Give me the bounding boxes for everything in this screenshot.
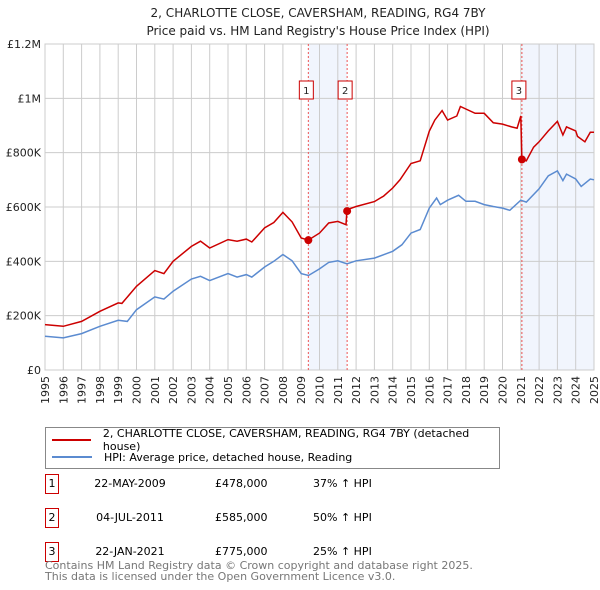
x-tick-label: 2019 [478,376,491,404]
x-tick-label: 2013 [368,376,381,404]
sale-price: £775,000 [215,545,268,558]
x-tick-label: 2022 [533,376,546,404]
sale-price: £478,000 [215,477,268,490]
x-tick-label: 2003 [185,376,198,404]
sale-label: 3 [516,86,522,97]
x-tick-label: 2010 [314,376,327,404]
sale-label-box [298,80,314,100]
x-tick-label: 1998 [94,376,107,404]
footer: Contains HM Land Registry data © Crown c… [45,560,473,582]
legend-label: HPI: Average price, detached house, Read… [104,450,353,464]
plot-frame [44,43,595,371]
x-tick-label: 2007 [259,376,272,404]
sale-date: 22-JAN-2021 [95,545,165,558]
x-tick-label: 1999 [112,376,125,404]
x-tick-label: 2009 [295,376,308,404]
price-chart: 2, CHARLOTTE CLOSE, CAVERSHAM, READING, … [6,6,600,404]
sale-point [343,207,352,216]
sale-point [304,236,313,245]
property-series-line [44,105,594,328]
y-tick-label: £1.2M [7,38,41,51]
sale-price: £585,000 [215,511,268,524]
x-tick-label: 2024 [570,376,583,404]
legend-label: 2, CHARLOTTE CLOSE, CAVERSHAM, READING, … [102,427,470,453]
sale-label: 1 [303,86,309,97]
x-tick-label: 1995 [39,376,52,404]
x-tick-label: 1997 [76,376,89,404]
y-tick-label: £0 [27,364,41,377]
sale-point [517,155,526,164]
sale-label-box [337,80,353,100]
footer-copyright: Contains HM Land Registry data © Crown c… [45,559,473,572]
x-tick-label: 2015 [405,376,418,404]
legend-item-hpi: HPI: Average price, detached house, Read… [46,449,352,465]
sale-date: 22-MAY-2009 [94,477,166,490]
legend-item-property: 2, CHARLOTTE CLOSE, CAVERSHAM, READING, … [46,427,499,453]
x-tick-label: 2012 [350,376,363,404]
y-tick-label: £400K [6,255,42,268]
x-tick-label: 2016 [423,376,436,404]
sale-label: 2 [342,86,348,97]
x-tick-label: 2020 [497,376,510,404]
x-tick-label: 2002 [167,376,180,404]
chart-subtitle: Price paid vs. HM Land Registry's House … [146,24,489,38]
legend-blue-line [52,456,92,458]
x-tick-label: 2017 [442,376,455,404]
sale-number-badge: 2 [45,508,59,528]
x-tick-label: 2001 [149,376,162,404]
legend: 2, CHARLOTTE CLOSE, CAVERSHAM, READING, … [45,427,500,469]
footer-licence: This data is licensed under the Open Gov… [45,570,396,583]
sale-hpi: 37% ↑ HPI [313,477,372,490]
x-tick-label: 1996 [57,376,70,404]
x-tick-label: 2008 [277,376,290,404]
x-tick-label: 2011 [332,376,345,404]
chart-title: 2, CHARLOTTE CLOSE, CAVERSHAM, READING, … [151,6,487,20]
x-tick-label: 2005 [222,376,235,404]
table-row: 2 04-JUL-2011 £585,000 50% ↑ HPI [45,508,445,528]
sale-number-badge: 1 [45,474,59,494]
x-tick-label: 2004 [204,376,217,404]
x-tick-label: 2023 [551,376,564,404]
x-tick-label: 2018 [460,376,473,404]
hpi-series-line [44,169,595,339]
sale-hpi: 25% ↑ HPI [313,545,372,558]
sale-date: 04-JUL-2011 [96,511,164,524]
table-row: 1 22-MAY-2009 £478,000 37% ↑ HPI [45,474,445,494]
sale-number-badge: 3 [45,542,59,562]
x-tick-label: 2000 [131,376,144,404]
legend-red-line [52,439,91,441]
y-tick-label: £1M [18,92,42,105]
y-tick-label: £200K [6,310,42,323]
x-tick-label: 2021 [515,376,528,404]
x-tick-label: 2014 [387,376,400,404]
sale-label-box [511,80,527,100]
x-tick-label: 2006 [240,376,253,404]
table-row: 3 22-JAN-2021 £775,000 25% ↑ HPI [45,542,445,562]
sale-hpi: 50% ↑ HPI [313,511,372,524]
y-tick-label: £600K [6,201,42,214]
y-tick-label: £800K [6,147,42,160]
x-tick-label: 2025 [588,376,600,404]
